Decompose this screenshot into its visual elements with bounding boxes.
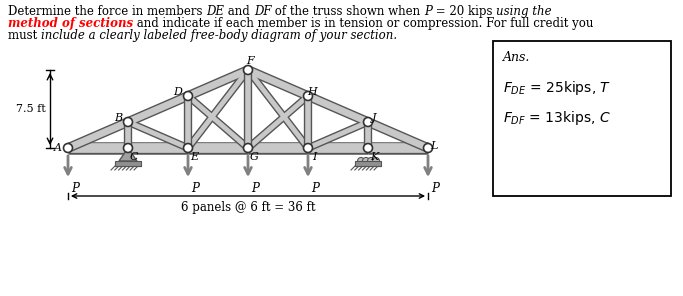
Circle shape [184, 91, 193, 101]
Circle shape [244, 144, 253, 152]
Bar [493, 41, 671, 196]
Text: $\mathit{F}_{\mathit{DF}}$ = 13kips, $\mathit{C}$: $\mathit{F}_{\mathit{DF}}$ = 13kips, $\m… [503, 109, 611, 127]
Text: B: B [114, 113, 122, 123]
Text: C: C [130, 152, 138, 162]
Text: D: D [173, 87, 182, 97]
Circle shape [372, 157, 380, 165]
Polygon shape [119, 148, 137, 161]
Text: using the: using the [497, 5, 552, 18]
Text: 6 panels @ 6 ft = 36 ft: 6 panels @ 6 ft = 36 ft [181, 201, 316, 214]
Text: P: P [71, 182, 79, 195]
Circle shape [124, 118, 133, 126]
Circle shape [184, 144, 193, 152]
Text: L: L [430, 141, 438, 151]
Circle shape [363, 118, 372, 126]
Text: H: H [307, 87, 317, 97]
Text: G: G [249, 152, 258, 162]
Text: $\mathit{F}_{\mathit{DE}}$ = 25kips, $\mathit{T}$: $\mathit{F}_{\mathit{DE}}$ = 25kips, $\m… [503, 79, 611, 97]
Text: DF: DF [254, 5, 271, 18]
Text: P: P [251, 182, 259, 195]
Circle shape [64, 144, 72, 152]
Text: of the truss shown when: of the truss shown when [271, 5, 424, 18]
Text: and indicate if each member is in tension or compression. For full credit you: and indicate if each member is in tensio… [133, 17, 594, 30]
Circle shape [363, 144, 372, 152]
Text: and: and [224, 5, 254, 18]
Text: 7.5 ft: 7.5 ft [16, 104, 46, 114]
Circle shape [303, 91, 313, 101]
Text: I: I [312, 152, 316, 162]
Text: Determine the force in members: Determine the force in members [8, 5, 206, 18]
Text: DE: DE [206, 5, 224, 18]
Text: method of sections: method of sections [8, 17, 133, 30]
Text: = 20 kips: = 20 kips [432, 5, 497, 18]
Text: A: A [54, 143, 62, 153]
Circle shape [124, 144, 133, 152]
Bar [115, 161, 141, 166]
Bar [355, 161, 381, 166]
Circle shape [363, 157, 370, 165]
Text: P: P [431, 182, 439, 195]
Text: include a clearly labeled free-body diagram of your section.: include a clearly labeled free-body diag… [41, 29, 397, 42]
Text: must: must [8, 29, 41, 42]
Text: P: P [311, 182, 319, 195]
Text: F: F [246, 56, 254, 66]
Circle shape [423, 144, 432, 152]
Text: J: J [372, 113, 376, 123]
Circle shape [367, 157, 374, 165]
Circle shape [357, 157, 365, 165]
Text: Ans.: Ans. [503, 51, 531, 64]
Circle shape [244, 65, 253, 75]
Text: P: P [424, 5, 432, 18]
Text: P: P [191, 182, 199, 195]
Circle shape [303, 144, 313, 152]
Text: K: K [370, 152, 378, 162]
Text: E: E [190, 152, 198, 162]
